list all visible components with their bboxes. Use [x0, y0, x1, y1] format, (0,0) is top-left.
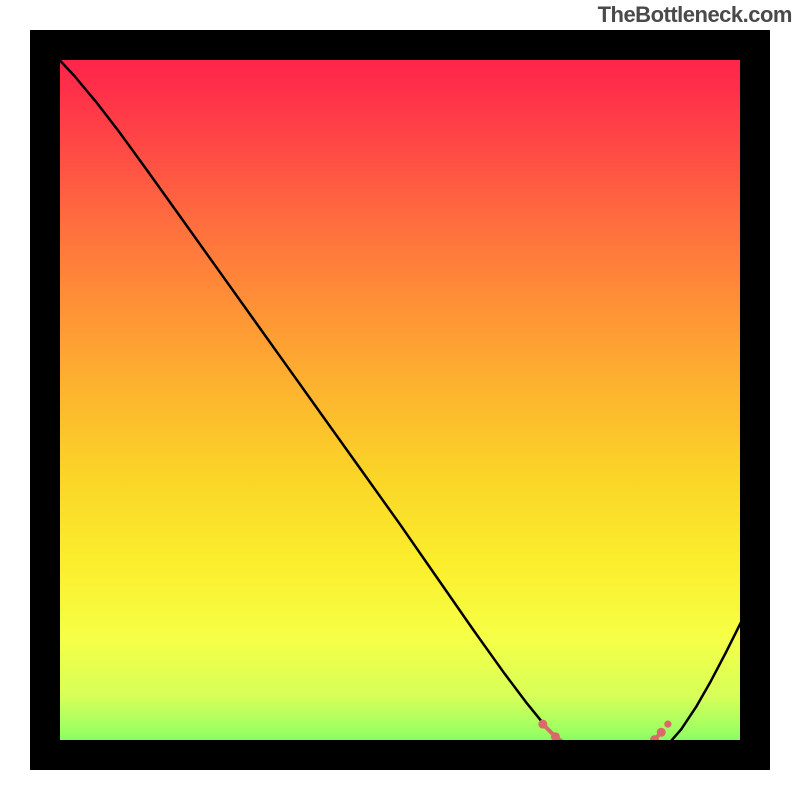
chart-area: [30, 30, 770, 770]
watermark-label: TheBottleneck.com: [598, 2, 792, 28]
optimal-range-marker: [538, 720, 547, 729]
optimal-range-marker: [664, 721, 671, 728]
chart-root: TheBottleneck.com: [0, 0, 800, 800]
bottleneck-curve-chart: [30, 30, 770, 770]
optimal-range-marker: [657, 728, 666, 737]
optimal-range-marker: [551, 732, 560, 741]
